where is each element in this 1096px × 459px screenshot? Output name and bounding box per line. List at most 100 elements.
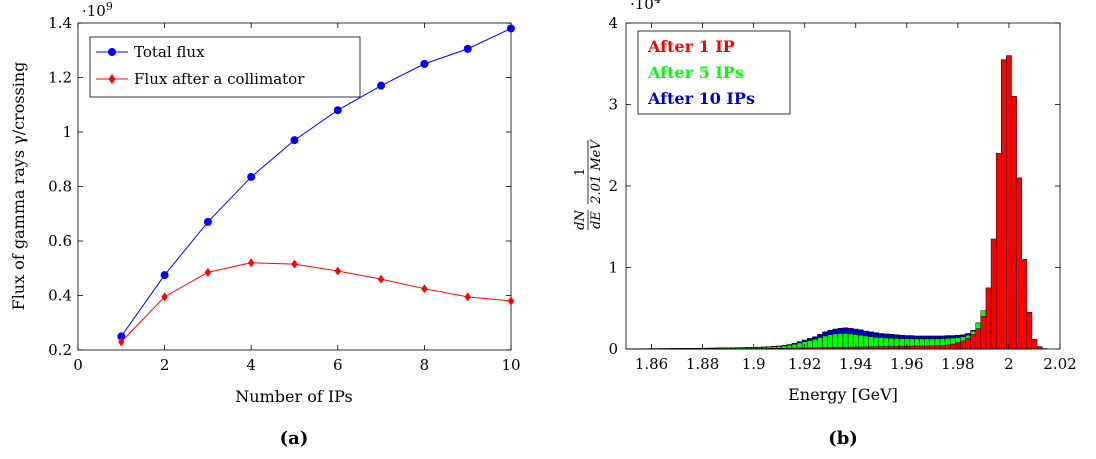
histogram-bar bbox=[817, 337, 823, 350]
data-point bbox=[118, 337, 125, 347]
plot-b-xlabel: Energy [GeV] bbox=[788, 385, 898, 404]
data-point bbox=[334, 266, 341, 276]
plot-b-ticks bbox=[626, 22, 1061, 350]
histogram-bar bbox=[960, 340, 966, 350]
histogram-bar bbox=[970, 334, 977, 350]
histogram-bar bbox=[1016, 177, 1022, 350]
ylabel-dn: dN bbox=[573, 210, 588, 230]
histogram-bar bbox=[1006, 55, 1012, 350]
x-tick-label: 2 bbox=[1004, 355, 1014, 373]
histogram-bar bbox=[985, 287, 992, 350]
legend-total-label: Total flux bbox=[134, 43, 205, 61]
data-point bbox=[464, 292, 471, 302]
data-point bbox=[291, 259, 298, 269]
data-point bbox=[463, 44, 472, 53]
histogram-bar bbox=[980, 316, 987, 350]
panel-b-histogram: 1.86 1.88 1.9 1.92 1.94 1.96 1.98 2 2.02 0 1 2 3 4 ·1… bbox=[573, 0, 1077, 449]
histogram-bar bbox=[827, 334, 834, 350]
y-tick-label: 0.6 bbox=[48, 232, 72, 250]
data-point bbox=[204, 267, 212, 277]
y-tick-label: 0.8 bbox=[48, 178, 72, 196]
histogram-bar bbox=[944, 344, 951, 350]
data-point bbox=[117, 332, 126, 341]
plot-b-y-multiplier: ·104 bbox=[630, 0, 661, 13]
histogram-bar bbox=[1031, 338, 1038, 350]
x-tick-label: 4 bbox=[246, 356, 256, 374]
x-tick-label: 1.88 bbox=[686, 355, 719, 373]
plot-a-legend-box bbox=[89, 36, 361, 98]
legend-ip1-label: After 1 IP bbox=[647, 37, 735, 56]
y-tick-label: 1.4 bbox=[48, 14, 72, 32]
data-point bbox=[160, 271, 169, 280]
x-tick-label: 6 bbox=[333, 356, 343, 374]
plot-a-xlabel: Number of IPs bbox=[235, 387, 352, 406]
series-line-0 bbox=[120, 27, 512, 337]
legend-ip10-label: After 10 IPs bbox=[647, 89, 755, 108]
panel-a-caption: (a) bbox=[280, 428, 309, 449]
histogram-bar bbox=[1011, 96, 1017, 350]
plot-a-legend: Total flux Flux after a collimator bbox=[89, 36, 361, 98]
data-point bbox=[333, 106, 342, 115]
histogram-bar bbox=[832, 333, 839, 350]
y-tick-label: 0.2 bbox=[48, 341, 72, 359]
ylabel-den: 2.01 MeV bbox=[589, 139, 604, 205]
y-tick-label: 0 bbox=[608, 340, 618, 358]
x-tick-label: 1.94 bbox=[839, 355, 872, 373]
plot-b-legend-box bbox=[637, 30, 791, 115]
y-tick-label: 4 bbox=[608, 14, 618, 32]
x-tick-label: 2 bbox=[160, 356, 170, 374]
data-point bbox=[507, 24, 515, 33]
panel-b-caption: (b) bbox=[828, 428, 858, 449]
plot-a-series bbox=[117, 24, 515, 347]
data-point bbox=[247, 172, 256, 181]
data-point bbox=[507, 296, 515, 306]
y-tick-label: 1 bbox=[608, 259, 618, 277]
panel-a-line-chart: 0 2 4 6 8 10 0.2 0.4 0.6 0.8 1 1.2 1.4 ·109 Number o… bbox=[9, 0, 521, 449]
histogram-bar bbox=[924, 345, 931, 350]
data-point bbox=[290, 136, 299, 145]
legend-collimator-marker bbox=[108, 74, 116, 84]
ylabel-one: 1 bbox=[573, 168, 588, 176]
x-tick-label: 8 bbox=[420, 356, 430, 374]
x-tick-label: 1.86 bbox=[635, 355, 668, 373]
x-tick-label: 1.98 bbox=[941, 355, 974, 373]
x-tick-label: 0 bbox=[73, 356, 83, 374]
plot-b-legend: After 1 IP After 5 IPs After 10 IPs bbox=[637, 30, 791, 115]
histogram-bar bbox=[1001, 59, 1007, 350]
data-point bbox=[161, 292, 168, 302]
x-tick-label: 10 bbox=[501, 356, 520, 374]
y-tick-label: 1 bbox=[62, 123, 72, 141]
data-point bbox=[248, 258, 255, 268]
plot-b-ylabel: dN dE 1 2.01 MeV bbox=[573, 139, 604, 230]
histogram-bar bbox=[914, 345, 920, 350]
y-tick-label: 3 bbox=[608, 96, 618, 114]
plot-a-y-multiplier: ·109 bbox=[82, 0, 113, 20]
ylabel-de: dE bbox=[589, 211, 604, 229]
histogram-bar bbox=[1026, 312, 1033, 350]
plot-b-tick-labels: 1.86 1.88 1.9 1.92 1.94 1.96 1.98 2 2.02 0 1 2 3 4 bbox=[608, 14, 1076, 373]
histogram-bar bbox=[929, 345, 936, 350]
x-tick-label: 2.02 bbox=[1043, 355, 1076, 373]
data-point bbox=[377, 81, 386, 90]
histogram-bar bbox=[842, 333, 849, 350]
data-point bbox=[421, 284, 428, 294]
histogram-bar bbox=[847, 333, 854, 350]
histogram-bar bbox=[909, 345, 915, 350]
plot-b-bars bbox=[628, 55, 1048, 350]
histogram-bar bbox=[898, 346, 905, 350]
x-tick-label: 1.9 bbox=[742, 355, 766, 373]
plot-a-ylabel: Flux of gamma rays γ/crossing bbox=[9, 62, 28, 311]
data-point bbox=[203, 217, 212, 226]
histogram-bar bbox=[965, 338, 971, 350]
histogram-bar bbox=[1021, 259, 1028, 350]
histogram-bar bbox=[837, 333, 844, 350]
x-tick-label: 1.92 bbox=[788, 355, 821, 373]
histogram-bar bbox=[975, 328, 982, 350]
histogram-bar bbox=[995, 153, 1002, 350]
y-tick-label: 1.2 bbox=[48, 69, 72, 87]
histogram-bar bbox=[949, 343, 956, 350]
series-line-1 bbox=[120, 262, 512, 343]
data-point bbox=[420, 59, 429, 68]
y-tick-label: 0.4 bbox=[48, 287, 72, 305]
